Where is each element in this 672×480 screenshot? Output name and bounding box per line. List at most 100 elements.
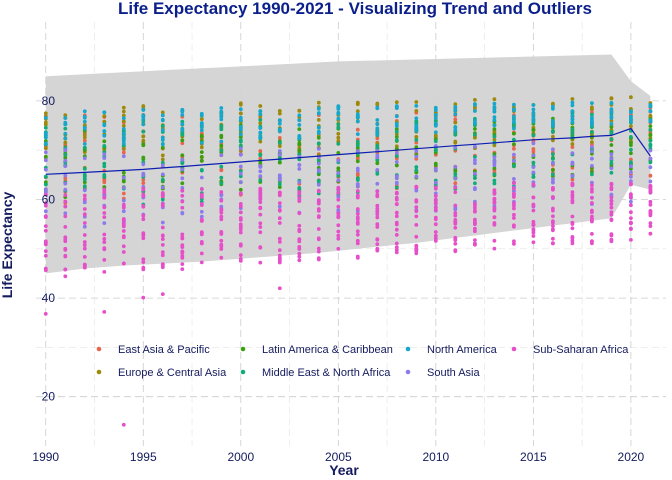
data-point	[238, 242, 243, 247]
data-point	[219, 117, 224, 122]
data-point	[102, 133, 107, 138]
data-point	[394, 210, 399, 215]
data-point	[433, 180, 438, 185]
data-point	[551, 147, 555, 152]
data-point	[551, 219, 555, 224]
data-point	[297, 199, 302, 204]
data-point	[316, 256, 321, 260]
legend-swatch	[405, 346, 411, 352]
data-point	[160, 110, 165, 115]
legend-label: East Asia & Pacific	[118, 344, 210, 356]
data-point	[570, 103, 575, 108]
data-point	[648, 209, 653, 213]
data-point	[648, 148, 653, 153]
data-point	[433, 168, 438, 173]
data-point	[512, 164, 516, 168]
data-point	[82, 176, 87, 181]
data-point	[394, 248, 399, 252]
data-point	[238, 125, 243, 129]
data-point	[336, 166, 341, 171]
data-point	[258, 245, 263, 250]
data-point	[277, 109, 282, 113]
data-point	[141, 107, 146, 112]
data-point	[492, 97, 497, 102]
data-point	[102, 240, 107, 245]
data-point	[336, 116, 341, 121]
data-point	[297, 108, 302, 113]
data-point	[590, 164, 594, 168]
data-point	[238, 102, 243, 107]
data-point	[453, 112, 458, 116]
data-point	[570, 241, 575, 246]
data-point	[102, 221, 107, 226]
data-point	[316, 107, 321, 111]
data-point	[453, 169, 458, 174]
data-point	[63, 116, 68, 120]
data-point	[414, 243, 419, 248]
data-point	[590, 112, 594, 117]
data-point	[297, 195, 302, 200]
data-point	[609, 195, 614, 200]
data-point	[238, 111, 243, 116]
data-point	[180, 181, 185, 186]
data-point	[570, 151, 575, 156]
data-point	[43, 239, 48, 244]
data-point	[355, 182, 360, 187]
data-point	[551, 161, 555, 166]
data-point	[219, 148, 224, 153]
data-point	[82, 145, 87, 150]
data-point	[375, 248, 380, 253]
data-point	[629, 220, 633, 225]
data-point	[316, 201, 321, 206]
data-point	[82, 240, 87, 244]
data-point	[82, 221, 87, 225]
data-point	[43, 214, 48, 219]
data-point	[394, 106, 399, 110]
data-point	[121, 139, 126, 143]
data-point	[238, 204, 243, 209]
data-point	[43, 116, 48, 120]
data-point	[551, 138, 555, 143]
data-point	[355, 256, 360, 260]
y-tick-label: 80	[42, 94, 56, 108]
data-point	[180, 113, 185, 117]
data-point	[336, 131, 341, 136]
data-point	[258, 164, 263, 168]
data-point	[82, 233, 87, 237]
data-point	[375, 168, 380, 172]
data-point	[121, 198, 126, 203]
data-point	[570, 190, 575, 195]
data-point	[141, 233, 146, 238]
data-point	[394, 138, 399, 142]
data-point	[473, 187, 477, 192]
data-point	[394, 114, 399, 119]
data-point	[102, 195, 107, 200]
data-point	[492, 192, 497, 196]
data-point	[492, 127, 497, 131]
data-point	[63, 158, 68, 163]
x-tick-label: 2010	[422, 450, 449, 464]
outlier-point	[160, 292, 165, 297]
data-point	[551, 121, 555, 126]
data-point	[648, 190, 653, 195]
data-point	[473, 181, 477, 186]
data-point	[590, 156, 594, 161]
data-point	[82, 212, 87, 217]
data-point	[473, 126, 477, 131]
data-point	[336, 194, 341, 199]
data-point	[590, 196, 594, 200]
data-point	[277, 240, 282, 244]
data-point	[629, 160, 633, 165]
data-point	[453, 102, 458, 106]
x-tick-label: 1990	[32, 450, 59, 464]
data-point	[609, 114, 614, 119]
data-point	[63, 164, 68, 169]
data-point	[394, 124, 399, 128]
data-point	[512, 223, 516, 228]
data-point	[63, 136, 68, 141]
data-point	[355, 113, 360, 118]
data-point	[180, 141, 185, 146]
data-point	[121, 116, 126, 121]
data-point	[63, 140, 68, 145]
